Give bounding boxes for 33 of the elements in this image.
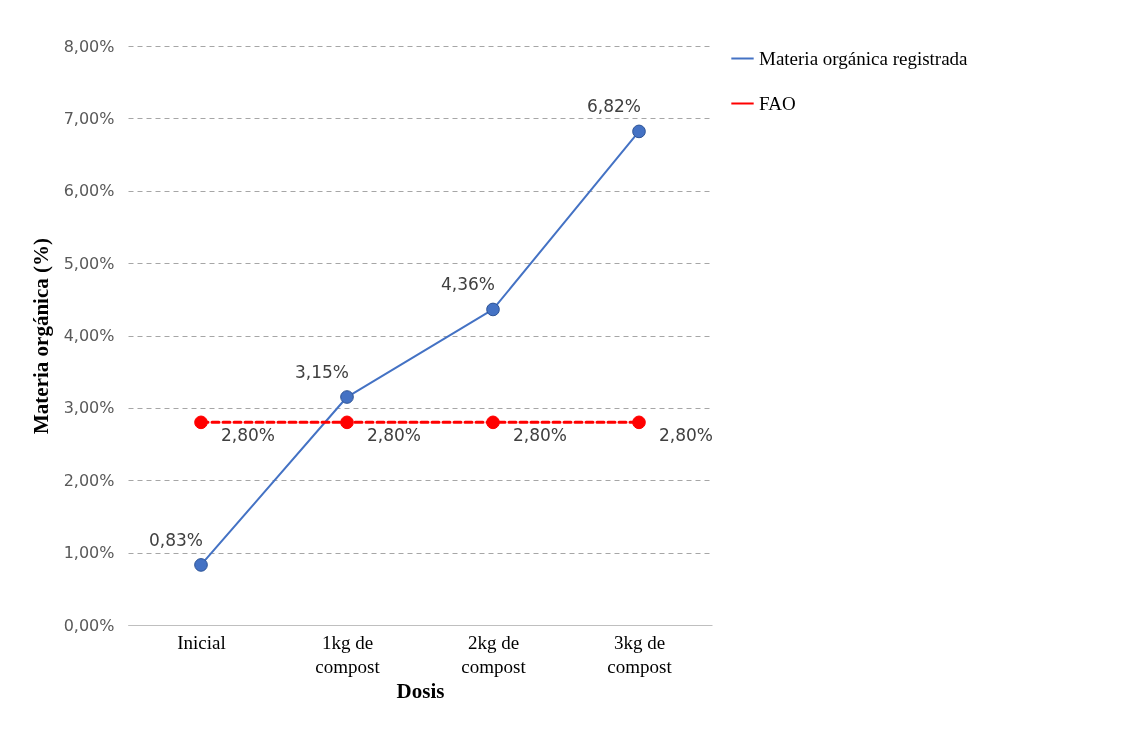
x-tick-label: 1kg de compost [315, 631, 381, 677]
legend-label: FAO [759, 92, 796, 114]
data-label: 2,80% [513, 425, 568, 446]
y-tick-label: 1,00% [63, 543, 115, 563]
point [486, 302, 500, 317]
data-label: 2,80% [221, 425, 276, 446]
y-tick-label: 0,00% [63, 615, 115, 635]
legend-label: Materia orgánica registrada [759, 47, 969, 69]
y-tick-label: 3,00% [63, 398, 115, 418]
y-axis-title: Materia orgánica (%) [28, 238, 53, 434]
y-tick-label: 4,00% [63, 326, 115, 345]
x-axis-title: Dosis [396, 678, 445, 703]
data-label: 4,36% [440, 274, 495, 295]
y-tick-label: 2,00% [63, 470, 115, 490]
y-tick-label: 6,00% [63, 181, 115, 201]
point [486, 415, 500, 430]
point [632, 415, 646, 430]
x-tick-label: Inicial [177, 631, 226, 653]
point [194, 558, 208, 572]
point [632, 124, 646, 139]
point [194, 415, 208, 430]
point [340, 390, 354, 404]
data-label: 6,82% [586, 96, 641, 117]
data-label: 2,80% [367, 425, 422, 446]
y-tick-label: 7,00% [63, 108, 115, 128]
y-tick-label: 5,00% [63, 253, 115, 273]
data-label: 3,15% [294, 362, 349, 383]
data-label: 0,83% [148, 529, 203, 550]
x-tick-label: 2kg de compost [461, 631, 527, 677]
y-tick-label: 8,00% [63, 36, 115, 56]
data-label: 2,80% [659, 425, 714, 446]
x-tick-label: 3kg de compost [607, 631, 673, 677]
point [340, 415, 354, 430]
